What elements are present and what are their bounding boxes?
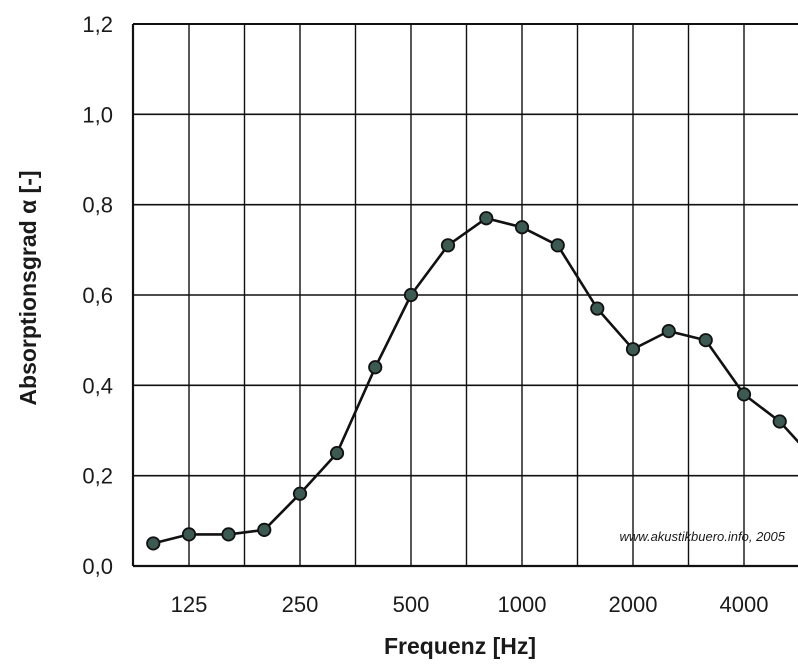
data-point [479,211,494,226]
data-point [514,220,530,235]
data-point [368,360,383,375]
y-tick-label: 0,8 [82,193,113,218]
data-point [221,527,236,542]
x-tick-labels: 125 250 500 1000 2000 4000 [171,592,769,617]
data-point [440,238,456,253]
data-point [736,387,752,402]
y-tick-label: 0,4 [82,373,113,398]
data-point [772,414,787,429]
data-point [698,333,713,348]
data-point [257,522,272,537]
data-point [625,342,641,357]
y-tick-labels: 0,0 0,2 0,4 0,6 0,8 1,0 1,2 [82,12,113,579]
series-layer [146,211,798,551]
y-axis-title: Absorptionsgrad α [-] [15,170,41,405]
x-tick-label: 2000 [609,592,658,617]
y-tick-label: 0,0 [82,554,113,579]
x-axis-title: Frequenz [Hz] [384,633,536,659]
x-tick-label: 250 [282,592,319,617]
x-tick-label: 125 [171,592,208,617]
watermark-annotation: www.akustikbuero.info, 2005 [620,529,786,544]
x-tick-label: 1000 [498,592,547,617]
data-point [550,238,565,253]
data-point [661,324,676,339]
data-point [329,445,345,461]
data-point [590,301,605,316]
x-tick-label: 4000 [720,592,769,617]
data-point [146,536,161,551]
y-tick-label: 0,2 [82,464,113,489]
series-line [152,216,798,545]
data-point [181,527,197,542]
y-tick-label: 1,0 [82,102,113,127]
x-tick-label: 500 [393,592,430,617]
data-point [403,287,419,303]
grid-layer [131,23,798,568]
y-tick-label: 1,2 [82,12,113,37]
data-point [292,486,308,501]
y-tick-label: 0,6 [82,283,113,308]
